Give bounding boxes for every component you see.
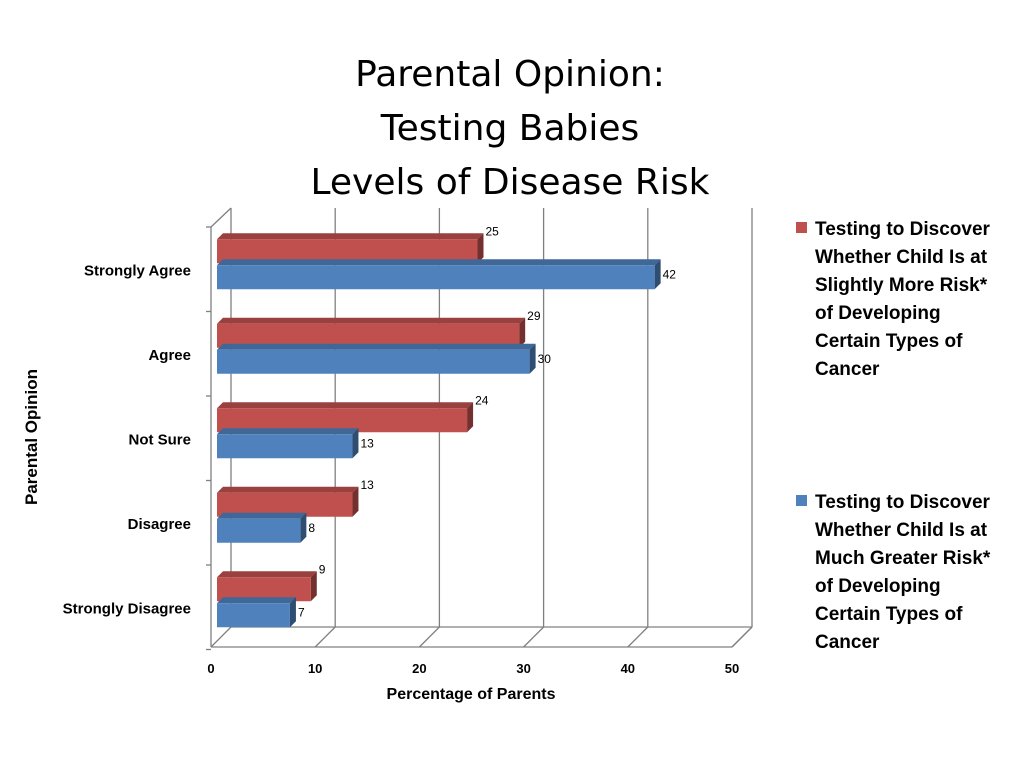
floor-gridline — [523, 626, 545, 648]
category-label: Not Sure — [128, 431, 191, 448]
bar-much-greater-risk — [217, 434, 353, 459]
data-label: 8 — [308, 521, 315, 535]
bar-side-face — [654, 259, 661, 290]
bar-top-face — [217, 343, 536, 350]
floor-gridline — [418, 626, 440, 648]
title-line-1: Parental Opinion: — [355, 54, 665, 95]
data-label: 42 — [663, 267, 677, 281]
title-line-3: Levels of Disease Risk — [310, 162, 710, 203]
y-axis-title: Parental Opinion — [22, 369, 41, 505]
legend-label-much-greater-risk: Testing to Discover Whether Child Is at … — [815, 489, 1020, 657]
legend-label-slightly-more-risk: Testing to Discover Whether Child Is at … — [815, 216, 1020, 384]
data-label: 30 — [538, 352, 552, 366]
data-label: 9 — [319, 562, 326, 576]
x-tick-label: 40 — [621, 661, 635, 676]
floor-gridline — [314, 626, 336, 648]
x-tick-label: 10 — [308, 661, 322, 676]
data-label: 13 — [360, 436, 374, 450]
legend-line: Certain Types of — [815, 604, 963, 625]
bar-side-face — [352, 486, 359, 517]
legend-line: Slightly More Risk* — [815, 275, 988, 296]
x-tick-label: 20 — [412, 661, 426, 676]
legend-line: Certain Types of — [815, 331, 963, 352]
side-wall-top — [210, 207, 232, 228]
title-line-2: Testing Babies — [380, 108, 640, 149]
bar-much-greater-risk — [217, 349, 530, 374]
bar-side-face — [467, 402, 474, 433]
bar-top-face — [217, 571, 317, 578]
bar-much-greater-risk — [217, 518, 301, 543]
bar-side-face — [352, 428, 359, 459]
bar-much-greater-risk — [217, 265, 655, 290]
category-label: Strongly Agree — [84, 262, 191, 279]
chart-title: Parental Opinion: Testing Babies Levels … — [200, 48, 820, 210]
bar-top-face — [217, 512, 307, 519]
bar-side-face — [529, 343, 536, 374]
category-label: Strongly Disagree — [63, 600, 191, 617]
floor-gridline — [210, 626, 232, 648]
legend-line: Testing to Discover — [815, 492, 990, 513]
bar-top-face — [217, 597, 296, 604]
legend-swatch-blue — [796, 495, 807, 506]
legend-line: of Developing — [815, 576, 941, 597]
bar-side-face — [310, 571, 317, 602]
legend-line: Whether Child Is at — [815, 520, 988, 541]
legend-line: Much Greater Risk* — [815, 548, 991, 569]
legend-line: of Developing — [815, 303, 941, 324]
bar-side-face — [477, 233, 484, 264]
bar-top-face — [217, 402, 474, 409]
bar-top-face — [217, 317, 526, 324]
data-label: 29 — [527, 309, 541, 323]
bar-top-face — [217, 428, 359, 435]
bar-side-face — [289, 597, 296, 628]
legend-line: Whether Child Is at — [815, 247, 988, 268]
category-label: Agree — [148, 347, 191, 364]
x-axis-title: Percentage of Parents — [387, 686, 556, 703]
bar-top-face — [217, 233, 484, 240]
x-tick-label: 50 — [725, 661, 739, 676]
data-label: 7 — [298, 605, 305, 619]
floor-right-edge — [731, 626, 753, 648]
data-label: 24 — [475, 393, 489, 407]
legend-line: Testing to Discover — [815, 219, 990, 240]
legend-line: Cancer — [815, 359, 880, 380]
x-tick-label: 30 — [516, 661, 530, 676]
bar-top-face — [217, 259, 661, 266]
x-tick-label: 0 — [207, 661, 214, 676]
bar-side-face — [300, 512, 307, 543]
floor-gridline — [627, 626, 649, 648]
data-label: 25 — [486, 224, 500, 238]
legend-swatch-red — [796, 222, 807, 233]
bar-much-greater-risk — [217, 603, 290, 628]
legend-line: Cancer — [815, 632, 880, 653]
data-label: 13 — [360, 478, 374, 492]
bar-top-face — [217, 486, 359, 493]
category-label: Disagree — [128, 516, 191, 533]
bar-side-face — [519, 317, 526, 348]
